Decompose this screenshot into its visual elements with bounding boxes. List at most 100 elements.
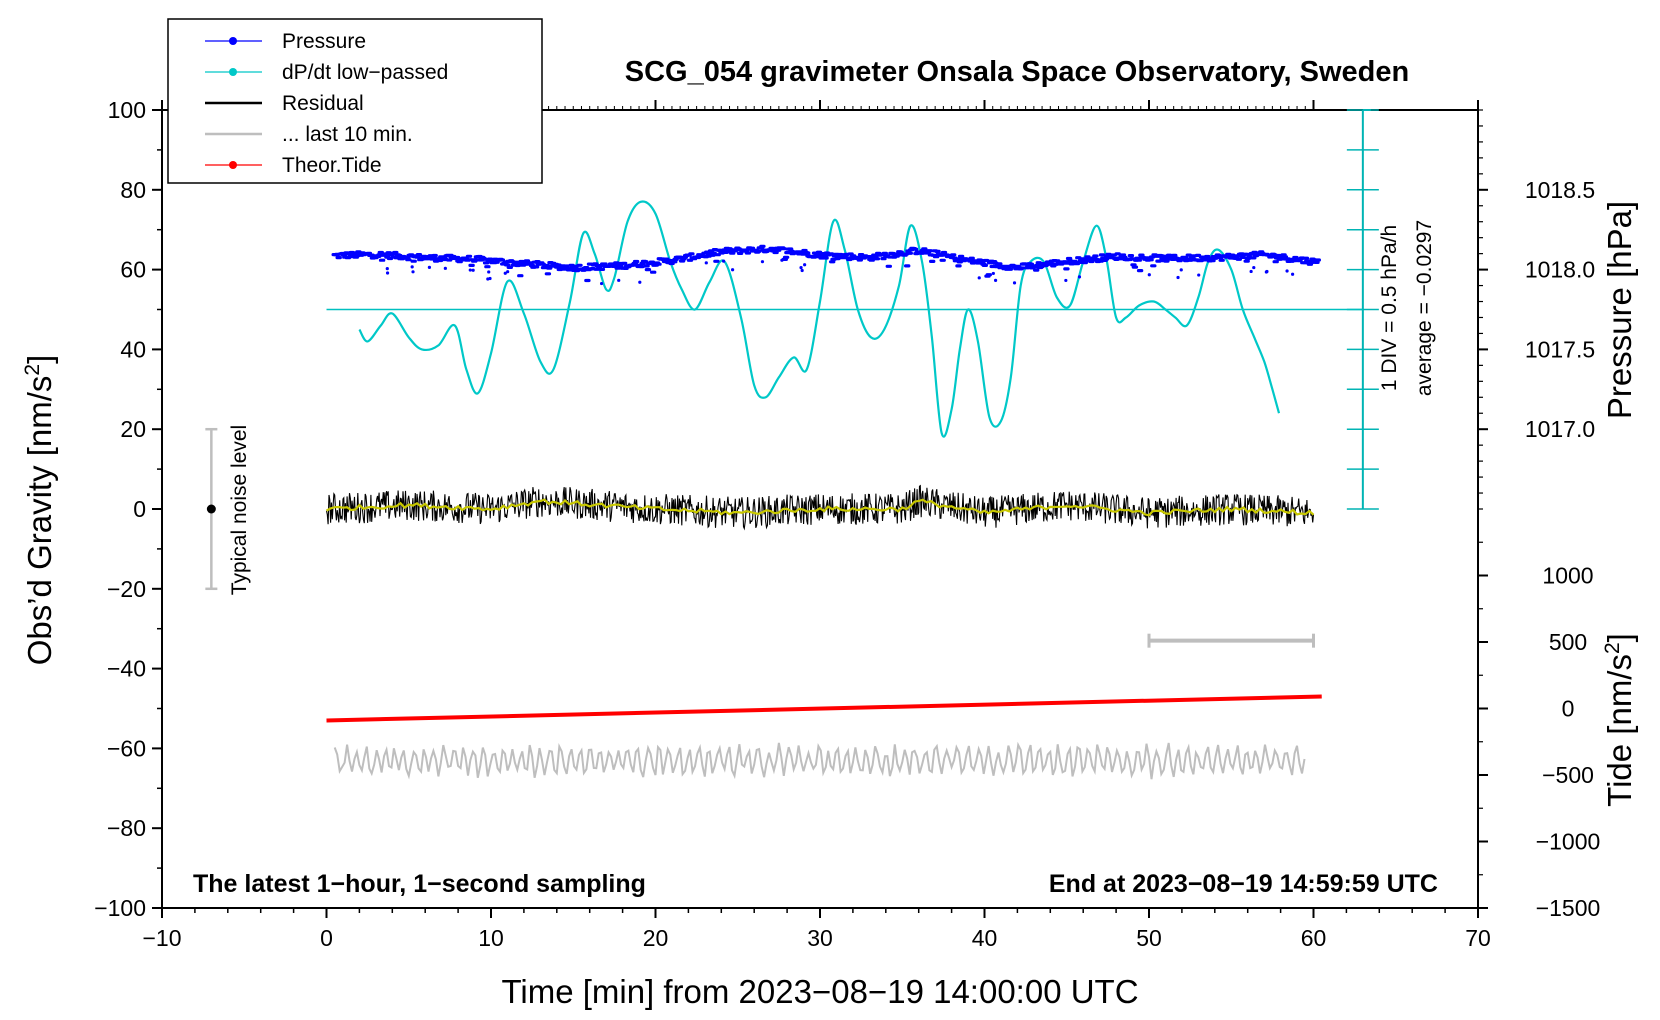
pressure-point xyxy=(427,265,432,270)
y-tick-label: −20 xyxy=(107,576,146,602)
x-tick-label: 0 xyxy=(320,925,333,951)
pressure-point xyxy=(471,268,475,272)
legend-label: dP/dt low−passed xyxy=(282,61,448,84)
noise-label: Typical noise level xyxy=(228,425,251,595)
pressure-point xyxy=(800,268,804,273)
chart-title: SCG_054 gravimeter Onsala Space Observat… xyxy=(625,56,1409,88)
pressure-point xyxy=(977,276,981,280)
pressure-point xyxy=(799,265,803,270)
y-tick-label: −40 xyxy=(107,656,146,682)
tide-axis-label-main: Tide [nm/s xyxy=(1601,654,1638,807)
pressure-point xyxy=(993,278,998,282)
pressure-series xyxy=(331,244,1321,286)
pressure-point xyxy=(1291,272,1295,276)
pressure-point xyxy=(506,270,510,274)
pressure-point xyxy=(760,260,765,264)
x-tick-label: 20 xyxy=(643,925,669,951)
pressure-point xyxy=(1264,270,1268,274)
legend-label: ... last 10 min. xyxy=(282,123,413,146)
tide-axis-ticks: 1000 500 0 −500 −1000 −1500 xyxy=(1478,541,1601,921)
residual-smoothed-line xyxy=(325,498,1315,517)
pressure-tick-label: 1018.0 xyxy=(1525,257,1595,283)
y-tick-label: 0 xyxy=(133,496,146,522)
legend-label: Pressure xyxy=(282,30,366,53)
pressure-point xyxy=(638,280,642,284)
residual-series-line xyxy=(325,484,1315,531)
pressure-point xyxy=(385,271,390,275)
tide-tick-label: 1000 xyxy=(1542,563,1593,589)
x-tick-label: 30 xyxy=(807,925,833,951)
legend-label: Theor.Tide xyxy=(282,154,382,177)
y-tick-label: 100 xyxy=(108,97,146,123)
pressure-point xyxy=(488,276,492,281)
legend-item: Theor.Tide xyxy=(205,154,382,177)
pressure-point xyxy=(721,259,726,263)
pressure-point xyxy=(410,265,414,269)
dpdt-average-label: average = −0.0297 xyxy=(1413,220,1436,396)
pressure-point xyxy=(599,281,604,286)
legend-item: Pressure xyxy=(205,30,366,53)
tide-tick-label: 500 xyxy=(1549,629,1587,655)
y-left-axis-ticks: 100 80 60 40 20 0 −20 −40 −60 −80 −100 xyxy=(94,97,162,921)
noise-level-bar xyxy=(205,427,218,591)
dpdt-series-line xyxy=(358,200,1281,438)
dpdt-scale-label: 1 DIV = 0.5 hPa/h xyxy=(1378,225,1401,391)
pressure-points xyxy=(331,244,1321,283)
pressure-point xyxy=(1147,273,1151,277)
y-tick-label: 60 xyxy=(120,257,146,283)
pressure-point xyxy=(704,261,708,265)
tide-axis-label: Tide [nm/s2] xyxy=(1601,633,1638,807)
tide-axis-label-sup: 2 xyxy=(1601,642,1624,654)
legend-label: Residual xyxy=(282,92,364,115)
pressure-axis-ticks: 1018.5 1018.0 1017.5 1017.0 xyxy=(1478,109,1595,510)
tide-tick-label: −500 xyxy=(1542,762,1594,788)
legend-box xyxy=(167,18,543,184)
pressure-point xyxy=(991,271,995,276)
x-axis-ticks: −10 0 10 20 30 40 50 60 70 xyxy=(142,100,1491,951)
pressure-point xyxy=(1064,278,1068,283)
y-tick-label: 80 xyxy=(120,177,146,203)
pressure-axis-label: Pressure [hPa] xyxy=(1601,201,1638,419)
pressure-point xyxy=(617,278,621,282)
y-left-axis-label-sup: 2 xyxy=(21,364,44,376)
pressure-point xyxy=(780,258,784,262)
pressure-tick-label: 1017.5 xyxy=(1525,336,1595,362)
y-tick-label: −60 xyxy=(107,735,146,761)
last-10min-bar xyxy=(1147,633,1315,648)
tide-axis-label-close: ] xyxy=(1601,633,1638,642)
last-10min-series-line xyxy=(333,741,1306,780)
footer-right-text: End at 2023−08−19 14:59:59 UTC xyxy=(1049,870,1438,898)
y-tick-label: 40 xyxy=(120,336,146,362)
legend-item: Residual xyxy=(205,92,364,115)
x-tick-label: 40 xyxy=(972,925,998,951)
tide-tick-label: 0 xyxy=(1562,696,1575,722)
pressure-tick-label: 1017.0 xyxy=(1525,416,1595,442)
pressure-point xyxy=(1197,273,1201,277)
theor-tide-line xyxy=(326,694,1322,723)
pressure-point xyxy=(1285,269,1289,273)
y-tick-label: 20 xyxy=(120,416,146,442)
legend: Pressure dP/dt low−passed Residual ... last… xyxy=(167,18,543,184)
pressure-point xyxy=(1176,275,1180,280)
tide-tick-label: −1000 xyxy=(1536,829,1601,855)
y-left-axis-label-close: ] xyxy=(21,355,58,364)
pressure-point xyxy=(1077,275,1082,279)
legend-swatch-marker xyxy=(229,68,237,76)
pressure-point xyxy=(1252,265,1256,270)
x-tick-label: 50 xyxy=(1136,925,1162,951)
legend-swatch-marker xyxy=(229,37,237,45)
pressure-point xyxy=(1249,269,1253,274)
pressure-point xyxy=(730,268,735,272)
x-tick-label: 70 xyxy=(1465,925,1491,951)
pressure-point xyxy=(487,270,491,274)
tide-tick-label: −1500 xyxy=(1536,895,1601,921)
pressure-point xyxy=(1012,281,1017,285)
pressure-point xyxy=(385,267,389,271)
pressure-point xyxy=(503,271,507,275)
x-tick-label: 10 xyxy=(478,925,504,951)
noise-bar-dot xyxy=(206,504,216,514)
x-tick-label: −10 xyxy=(142,925,181,951)
x-tick-label: 60 xyxy=(1301,925,1327,951)
footer-left-text: The latest 1−hour, 1−second sampling xyxy=(193,870,646,898)
